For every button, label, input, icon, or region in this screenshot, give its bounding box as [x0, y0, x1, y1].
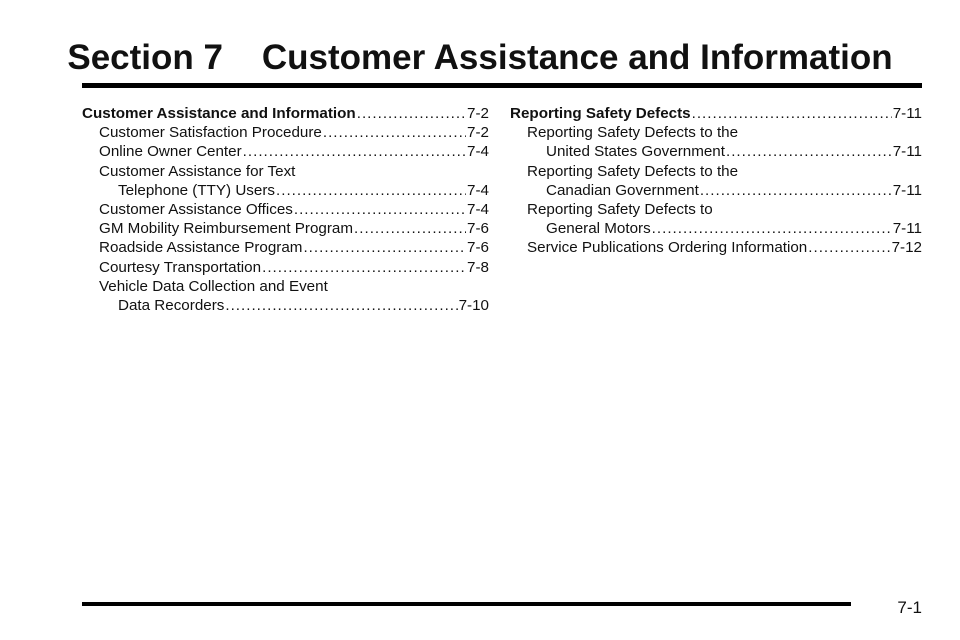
toc-entry-page: 7-11 — [892, 181, 922, 199]
toc-entry[interactable]: Customer Satisfaction Procedure 7-2 — [82, 123, 489, 142]
toc-entry[interactable]: Customer Assistance Offices 7-4 — [82, 200, 489, 219]
toc-entry: Reporting Safety Defects to the — [510, 123, 922, 142]
toc-entry[interactable]: Service Publications Ordering Informatio… — [510, 238, 922, 257]
toc-entry: Reporting Safety Defects to the — [510, 162, 922, 181]
toc-dot-leader — [692, 104, 892, 123]
toc-dot-leader — [357, 104, 466, 123]
toc-entry-label: Vehicle Data Collection and Event — [99, 277, 328, 295]
toc-dot-leader — [303, 238, 466, 257]
toc-dot-leader — [808, 238, 890, 257]
toc-entry-page: 7-11 — [892, 220, 922, 238]
toc-entry[interactable]: Data Recorders 7-10 — [82, 296, 489, 315]
toc-entry-label: Service Publications Ordering Informatio… — [527, 239, 808, 257]
toc-entry-page: 7-10 — [458, 296, 489, 314]
toc-entry[interactable]: Customer Assistance and Information 7-2 — [82, 104, 489, 123]
toc-entry-label: Customer Assistance and Information — [82, 105, 356, 122]
page-number: 7-1 — [897, 598, 922, 617]
toc-entry-page: 7-12 — [891, 239, 922, 257]
toc-entry-label: United States Government — [546, 143, 725, 161]
toc-entry-label: Online Owner Center — [99, 143, 242, 161]
toc-entry[interactable]: Roadside Assistance Program 7-6 — [82, 238, 489, 257]
toc-entry-page: 7-11 — [892, 105, 922, 122]
toc-entry-label: Canadian Government — [546, 181, 699, 199]
toc-dot-leader — [243, 142, 466, 161]
toc-entry-label: Reporting Safety Defects to the — [527, 162, 739, 180]
toc-entry-label: Customer Assistance Offices — [99, 200, 293, 218]
toc-entry[interactable]: United States Government 7-11 — [510, 142, 922, 161]
toc-entry-page: 7-6 — [467, 220, 489, 238]
toc-entry-page: 7-4 — [467, 143, 489, 161]
toc-entry-label: GM Mobility Reimbursement Program — [99, 220, 354, 238]
toc-entry-page: 7-2 — [467, 105, 489, 122]
toc-dot-leader — [276, 181, 466, 200]
toc-entry: Customer Assistance for Text — [82, 162, 489, 181]
toc-entry-page: 7-8 — [467, 258, 489, 276]
toc-entry-label: Customer Satisfaction Procedure — [99, 124, 322, 142]
toc-entry[interactable]: Online Owner Center 7-4 — [82, 142, 489, 161]
toc-entry: Reporting Safety Defects to — [510, 200, 922, 219]
toc-entry-label: Customer Assistance for Text — [99, 162, 296, 180]
toc-entry: Vehicle Data Collection and Event — [82, 277, 489, 296]
toc-entry-label: Roadside Assistance Program — [99, 239, 303, 257]
page-title: Section 7 Customer Assistance and Inform… — [67, 38, 893, 77]
toc-entry-label: Reporting Safety Defects to — [527, 200, 713, 218]
toc-entry[interactable]: GM Mobility Reimbursement Program 7-6 — [82, 219, 489, 238]
toc-entry-page: 7-11 — [892, 143, 922, 161]
toc-entry-label: Telephone (TTY) Users — [118, 181, 275, 199]
toc-dot-leader — [726, 142, 892, 161]
toc-entry-page: 7-2 — [467, 124, 489, 142]
toc-dot-leader — [294, 200, 466, 219]
toc-dot-leader — [700, 181, 892, 200]
toc-entry[interactable]: Courtesy Transportation 7-8 — [82, 258, 489, 277]
toc-entry-label: Reporting Safety Defects to the — [527, 124, 739, 142]
toc-entry-label: Courtesy Transportation — [99, 258, 262, 276]
toc-entry-label: Data Recorders — [118, 296, 225, 314]
toc-entry[interactable]: Telephone (TTY) Users 7-4 — [82, 181, 489, 200]
toc-entry-page: 7-4 — [467, 181, 489, 199]
footer-divider — [82, 602, 851, 606]
toc-left-column: Customer Assistance and Information7-2Cu… — [82, 104, 489, 315]
toc-entry[interactable]: Canadian Government 7-11 — [510, 181, 922, 200]
toc-entry-page: 7-6 — [467, 239, 489, 257]
toc-dot-leader — [225, 296, 457, 315]
toc-entry-label: Reporting Safety Defects — [510, 105, 691, 122]
toc-dot-leader — [652, 219, 892, 238]
toc-entry-page: 7-4 — [467, 200, 489, 218]
toc-dot-leader — [354, 219, 466, 238]
toc-dot-leader — [323, 123, 466, 142]
toc-dot-leader — [262, 258, 466, 277]
toc-entry-label: General Motors — [546, 220, 651, 238]
toc-entry[interactable]: General Motors 7-11 — [510, 219, 922, 238]
title-divider — [82, 83, 922, 88]
toc-entry[interactable]: Reporting Safety Defects 7-11 — [510, 104, 922, 123]
